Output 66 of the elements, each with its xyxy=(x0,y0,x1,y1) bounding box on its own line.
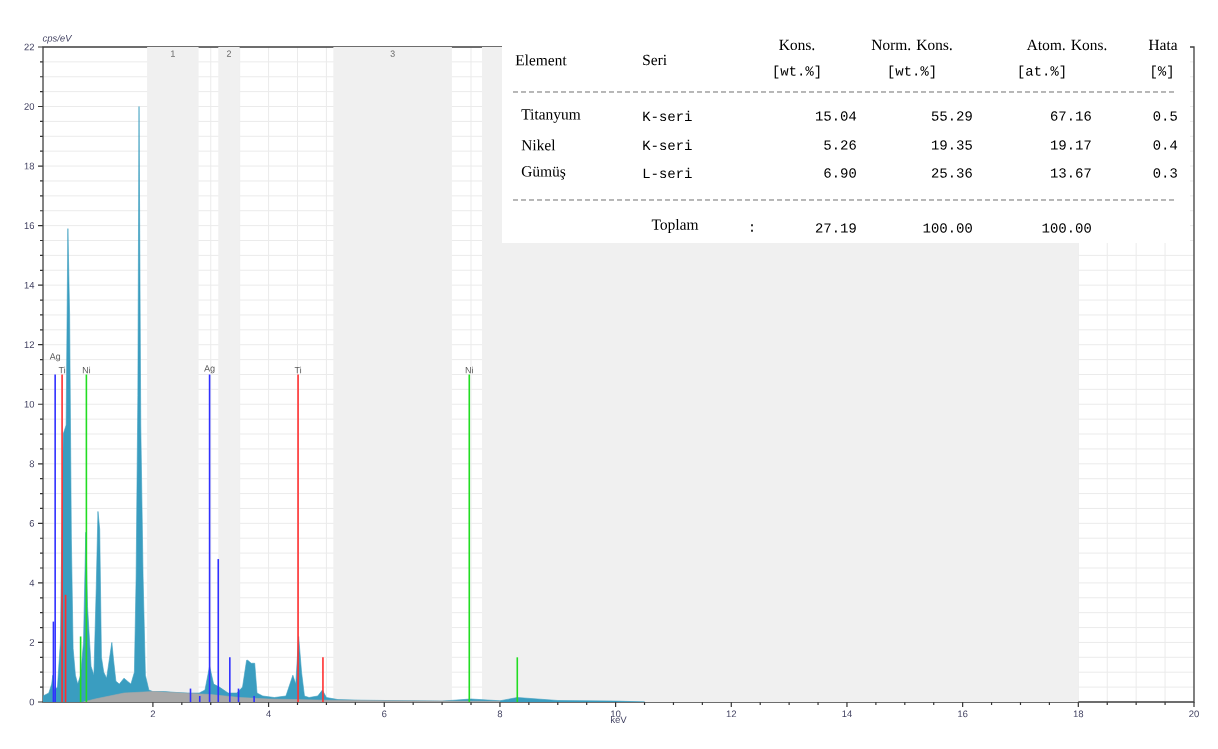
annotation: Atom. Kons. xyxy=(1026,39,1107,51)
x-tick-label: 6 xyxy=(382,710,387,718)
annotation: 6.90 xyxy=(824,168,856,178)
x-tick-label: 10 xyxy=(611,710,621,718)
x-tick-label: 16 xyxy=(958,710,968,718)
annotation: 55.29 xyxy=(931,111,972,121)
y-tick-label: 14 xyxy=(24,281,35,289)
x-tick-label: 2 xyxy=(150,710,156,718)
y-tick-label: 0 xyxy=(29,698,35,706)
annotation: Ti xyxy=(58,366,66,374)
annotation: Ni xyxy=(465,366,473,374)
y-tick-label: 10 xyxy=(24,400,35,408)
annotation: L-seri xyxy=(643,167,692,179)
annotation: 15.04 xyxy=(815,111,857,121)
annotation: 19.17 xyxy=(1050,140,1091,150)
annotation: Nikel xyxy=(521,139,556,151)
annotation: 25.36 xyxy=(931,168,972,178)
annotation: Titanyum xyxy=(521,109,581,123)
annotation: [wt.%] xyxy=(774,65,820,79)
annotation: Hata xyxy=(1148,39,1178,51)
annotation: 67.16 xyxy=(1050,111,1091,121)
annotation: Norm. Kons. xyxy=(871,39,952,51)
y-tick-label: 22 xyxy=(24,43,35,51)
annotation: 19.35 xyxy=(931,140,972,150)
annotation: [wt.%] xyxy=(889,65,935,79)
annotation: Ag xyxy=(49,353,61,362)
annotation: Seri xyxy=(643,54,667,66)
annotation: Ni xyxy=(82,366,91,374)
y-tick-label: 18 xyxy=(24,162,35,170)
annotation: 100.00 xyxy=(1042,223,1091,233)
y-tick-label: 12 xyxy=(24,341,35,349)
annotation: K-seri xyxy=(643,110,692,122)
y-tick-label: 20 xyxy=(24,103,35,110)
y-tick-label: 2 xyxy=(29,639,35,646)
annotation: 27.19 xyxy=(815,223,856,233)
x-tick-label: 14 xyxy=(842,710,852,718)
annotation: 5.26 xyxy=(824,140,856,150)
y-tick-label: 8 xyxy=(29,460,35,468)
annotation: K-seri xyxy=(643,139,692,151)
x-axis-title: keV xyxy=(610,716,627,723)
annotation: Ag xyxy=(204,365,215,374)
annotation: Gümüş xyxy=(521,166,566,180)
annotation: 0.3 xyxy=(1153,168,1177,178)
y-tick-label: 4 xyxy=(29,579,35,587)
annotation: : xyxy=(751,224,753,232)
annotation: Kons. xyxy=(779,39,815,51)
annotation: 0.5 xyxy=(1153,111,1177,121)
annotation: [%] xyxy=(1152,65,1172,79)
y-axis-title: cps/eV xyxy=(42,34,73,44)
annotation: Ti xyxy=(294,366,302,374)
annotation: [at.%] xyxy=(1019,65,1065,79)
x-tick-label: 18 xyxy=(1073,710,1084,718)
x-tick-label: 12 xyxy=(726,710,737,718)
annotation: 13.67 xyxy=(1050,168,1091,178)
y-tick-label: 6 xyxy=(29,520,35,527)
annotation: 0.4 xyxy=(1153,140,1178,150)
x-tick-label: 4 xyxy=(266,710,271,718)
band-label: 3 xyxy=(390,50,395,57)
y-tick-label: 16 xyxy=(24,222,35,229)
x-tick-label: 8 xyxy=(497,710,503,718)
annotation: Toplam xyxy=(651,218,699,233)
band-label: 1 xyxy=(171,50,175,57)
annotation: Element xyxy=(515,54,567,66)
band-label: 2 xyxy=(226,50,231,57)
x-tick-label: 20 xyxy=(1189,710,1199,718)
annotation: 100.00 xyxy=(923,223,972,233)
